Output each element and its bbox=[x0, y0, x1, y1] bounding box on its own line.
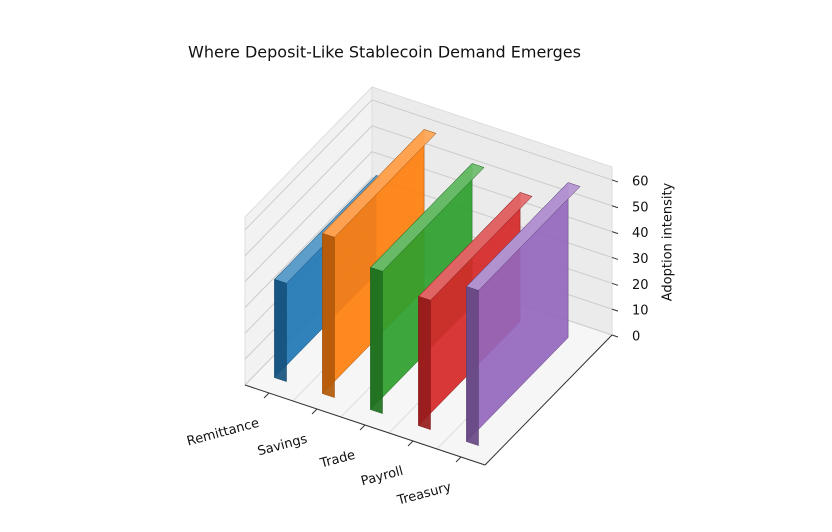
bar bbox=[322, 128, 437, 398]
z-tick-label: 50 bbox=[632, 200, 649, 215]
z-tick-label: 0 bbox=[632, 330, 640, 345]
z-tick bbox=[611, 205, 619, 209]
bar-front bbox=[418, 296, 431, 430]
bar-front bbox=[370, 267, 383, 414]
x-tick-label: Savings bbox=[256, 432, 309, 460]
x-tick-label: Treasury bbox=[395, 480, 453, 509]
z-tick-label: 20 bbox=[632, 278, 649, 293]
x-tick bbox=[407, 440, 414, 447]
grid-line bbox=[244, 125, 613, 257]
z-tick-label: 40 bbox=[632, 226, 649, 241]
grid-line bbox=[244, 99, 613, 231]
z-tick bbox=[611, 256, 619, 260]
z-tick bbox=[611, 308, 619, 312]
bar bbox=[466, 181, 581, 446]
x-tick bbox=[311, 408, 318, 415]
bar-front bbox=[322, 233, 335, 398]
bar bbox=[370, 162, 485, 414]
z-tick-label: 30 bbox=[632, 252, 649, 267]
z-axis-label: Adoption intensity bbox=[661, 182, 676, 301]
grid-line bbox=[244, 151, 613, 282]
x-tick bbox=[455, 456, 462, 463]
x-tick bbox=[359, 424, 366, 431]
x-tick-label: Trade bbox=[318, 448, 357, 472]
bar-front bbox=[466, 286, 479, 446]
z-tick bbox=[611, 282, 619, 286]
z-tick-label: 60 bbox=[632, 174, 649, 189]
z-tick-label: 10 bbox=[632, 304, 649, 319]
x-tick-label: Payroll bbox=[359, 464, 405, 490]
x-tick bbox=[263, 392, 270, 399]
bar-front bbox=[274, 279, 287, 382]
z-tick bbox=[611, 231, 619, 235]
z-tick bbox=[611, 334, 619, 338]
chart-title: Where Deposit-Like Stablecoin Demand Eme… bbox=[188, 43, 581, 62]
x-tick-label: Remittance bbox=[185, 416, 261, 450]
y-axis bbox=[484, 334, 613, 466]
z-tick bbox=[611, 179, 619, 183]
